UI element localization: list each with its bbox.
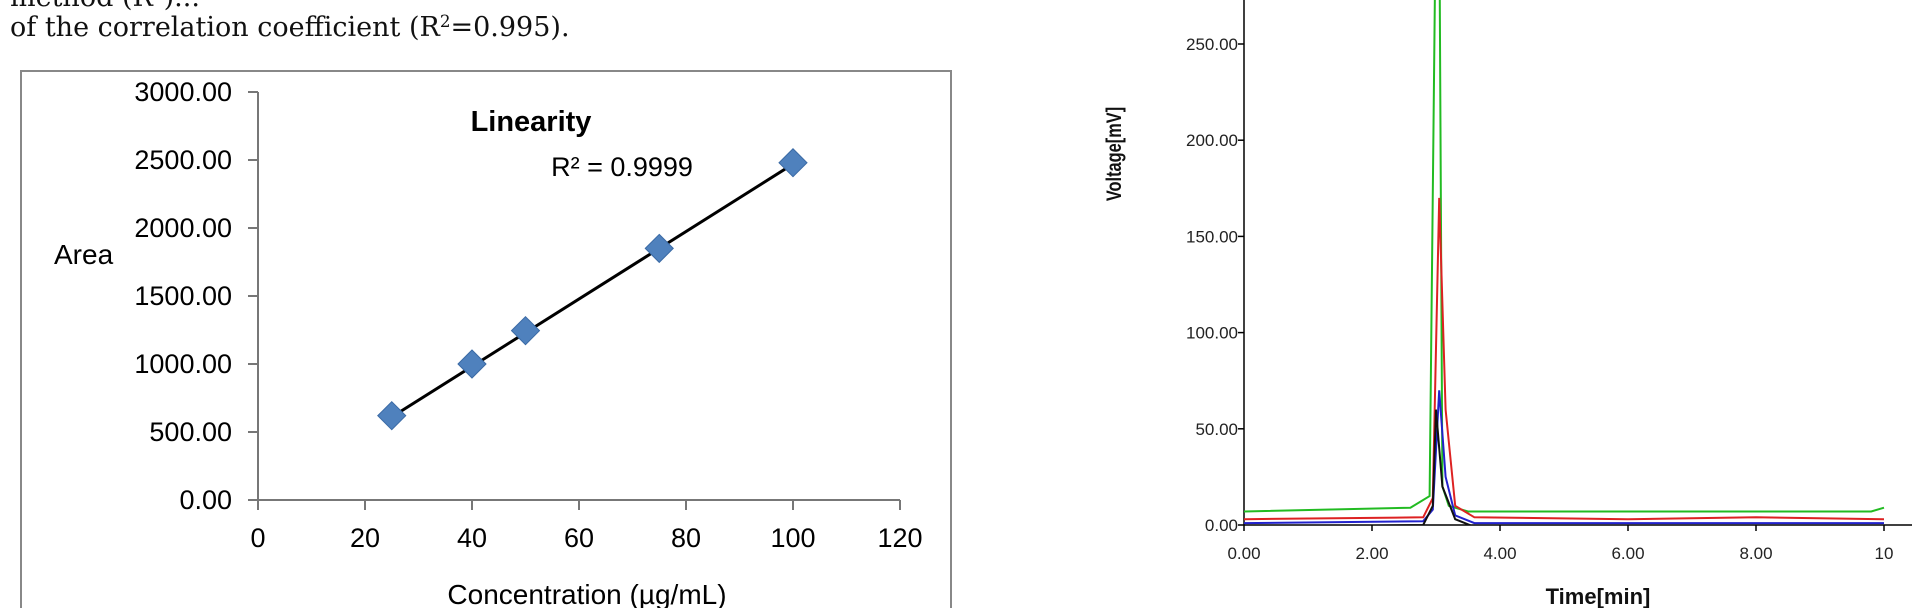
y-tick-label: 2000.00 [134, 213, 232, 243]
x-tick-label: 80 [671, 523, 701, 553]
data-point-diamond [778, 148, 808, 178]
x-ticks: 0.00 2.00 4.00 6.00 8.00 10 [1227, 525, 1893, 563]
x-tick-label: 8.00 [1739, 544, 1772, 563]
y-tick-label: 0.00 [179, 485, 232, 515]
x-tick-label: 2.00 [1355, 544, 1388, 563]
y-tick-label: 200.00 [1186, 131, 1238, 150]
x-axis-label: Time[min] [1546, 584, 1651, 608]
chromatogram-traces [1243, 0, 1885, 525]
y-tick-label: 3000.00 [134, 77, 232, 107]
trace-line [1243, 197, 1885, 521]
document-text: =0.995). [450, 12, 570, 44]
data-points [377, 148, 808, 431]
x-tick-label: 4.00 [1483, 544, 1516, 563]
chart-title: Linearity [471, 106, 592, 138]
y-tick-label: 2500.00 [134, 145, 232, 175]
x-tick-label: 60 [564, 523, 594, 553]
superscript: 2 [439, 11, 451, 31]
data-point-diamond [377, 400, 407, 431]
x-axis-label: Concentration (µg/mL) [447, 579, 726, 608]
x-tick-label: 40 [457, 523, 487, 553]
x-ticks: 0 20 40 60 80 100 120 [250, 500, 923, 553]
x-tick-label: 10 [1875, 544, 1894, 563]
data-point-diamond [644, 233, 674, 264]
y-axis-label: Voltage[mV] [1102, 107, 1125, 201]
x-tick-label: 0 [250, 523, 265, 553]
y-tick-label: 100.00 [1186, 324, 1238, 343]
y-tick-label: 0.00 [1205, 516, 1238, 535]
x-tick-label: 120 [877, 523, 922, 553]
y-tick-label: 50.00 [1195, 420, 1238, 439]
x-tick-label: 6.00 [1611, 544, 1644, 563]
trace-line [1243, 0, 1885, 513]
linearity-chart: Linearity R² = 0.9999 Area Concentration… [20, 70, 952, 608]
y-tick-label: 1500.00 [134, 281, 232, 311]
x-tick-label: 0.00 [1227, 544, 1260, 563]
y-axis-label: Area [54, 239, 114, 270]
trace-line [1328, 409, 1473, 525]
y-ticks: 0.00 500.00 1000.00 1500.00 2000.00 2500.00 30… [134, 77, 258, 515]
x-tick-label: 20 [350, 523, 380, 553]
document-text: of the correlation coefficient (R [10, 12, 440, 44]
document-text-line: of the correlation coefficient (R2=0.995… [10, 11, 570, 43]
data-point-diamond [510, 315, 541, 346]
x-tick-label: 100 [770, 523, 815, 553]
y-tick-label: 150.00 [1186, 227, 1238, 246]
trace-line [1243, 390, 1884, 525]
document-text-line: method (R²)... [10, 0, 200, 13]
r-squared-annotation: R² = 0.9999 [551, 152, 693, 182]
y-tick-label: 500.00 [149, 417, 232, 447]
trendline-line [390, 162, 794, 419]
trendline [390, 162, 794, 419]
data-point-diamond [457, 349, 487, 379]
y-tick-label: 250.00 [1186, 35, 1238, 54]
y-tick-label: 1000.00 [134, 349, 232, 379]
y-ticks: 0.00 50.00 100.00 150.00 200.00 250.00 [1186, 35, 1244, 535]
axes [1243, 0, 1912, 526]
